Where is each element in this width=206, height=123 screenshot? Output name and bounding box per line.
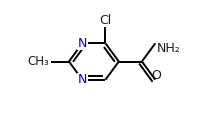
Text: CH₃: CH₃ (28, 55, 49, 68)
Text: N: N (78, 37, 87, 50)
Text: NH₂: NH₂ (157, 42, 180, 55)
Text: O: O (151, 69, 161, 82)
Text: Cl: Cl (99, 14, 112, 27)
Text: N: N (78, 73, 87, 86)
